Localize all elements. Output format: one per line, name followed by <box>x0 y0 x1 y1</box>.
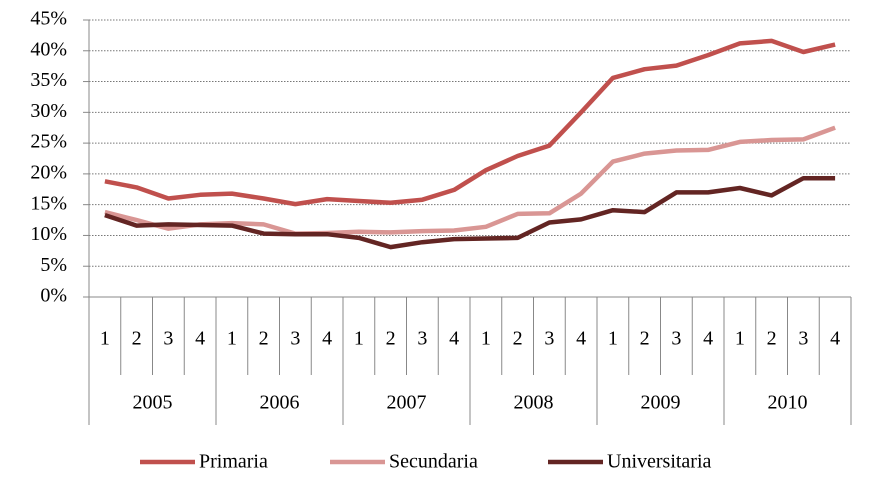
x-group-label: 2005 <box>133 392 173 414</box>
x-tick-label: 1 <box>354 328 364 350</box>
x-tick-label: 4 <box>322 328 332 350</box>
x-tick-label: 4 <box>830 328 840 350</box>
y-tick-label: 45% <box>30 8 67 30</box>
y-tick-label: 40% <box>30 38 67 60</box>
y-tick-label: 25% <box>30 131 67 153</box>
x-tick-label: 3 <box>290 328 300 350</box>
x-tick-label: 2 <box>767 328 777 350</box>
x-tick-label: 4 <box>449 328 459 350</box>
x-tick-label: 3 <box>671 328 681 350</box>
x-tick-label: 4 <box>195 328 205 350</box>
x-group-label: 2006 <box>260 392 300 414</box>
x-tick-label: 2 <box>513 328 523 350</box>
y-tick-label: 5% <box>40 254 67 276</box>
y-tick-label: 10% <box>30 223 67 245</box>
x-group-label: 2009 <box>641 392 681 414</box>
x-tick-label: 1 <box>608 328 618 350</box>
line-series <box>104 175 836 250</box>
x-group-label: 2007 <box>387 392 427 414</box>
x-tick-label: 4 <box>703 328 713 350</box>
x-tick-label: 3 <box>163 328 173 350</box>
y-tick-label: 0% <box>40 285 67 307</box>
x-tick-label: 3 <box>417 328 427 350</box>
x-tick-label: 2 <box>640 328 650 350</box>
x-group-label: 2010 <box>768 392 808 414</box>
x-tick-label: 2 <box>132 328 142 350</box>
x-tick-label: 1 <box>227 328 237 350</box>
y-tick-label: 20% <box>30 161 67 183</box>
x-tick-label: 2 <box>386 328 396 350</box>
legend-label: Universitaria <box>607 451 712 473</box>
legend-label: Primaria <box>199 451 268 473</box>
x-group-label: 2008 <box>514 392 554 414</box>
y-tick-label: 30% <box>30 100 67 122</box>
x-tick-label: 3 <box>798 328 808 350</box>
x-tick-label: 2 <box>259 328 269 350</box>
x-tick-label: 1 <box>735 328 745 350</box>
x-tick-label: 4 <box>576 328 586 350</box>
legend-label: Secundaria <box>389 451 478 473</box>
line-series <box>104 38 836 207</box>
y-tick-label: 15% <box>30 192 67 214</box>
x-tick-label: 3 <box>544 328 554 350</box>
x-tick-label: 1 <box>100 328 110 350</box>
x-tick-label: 1 <box>481 328 491 350</box>
y-tick-label: 35% <box>30 69 67 91</box>
